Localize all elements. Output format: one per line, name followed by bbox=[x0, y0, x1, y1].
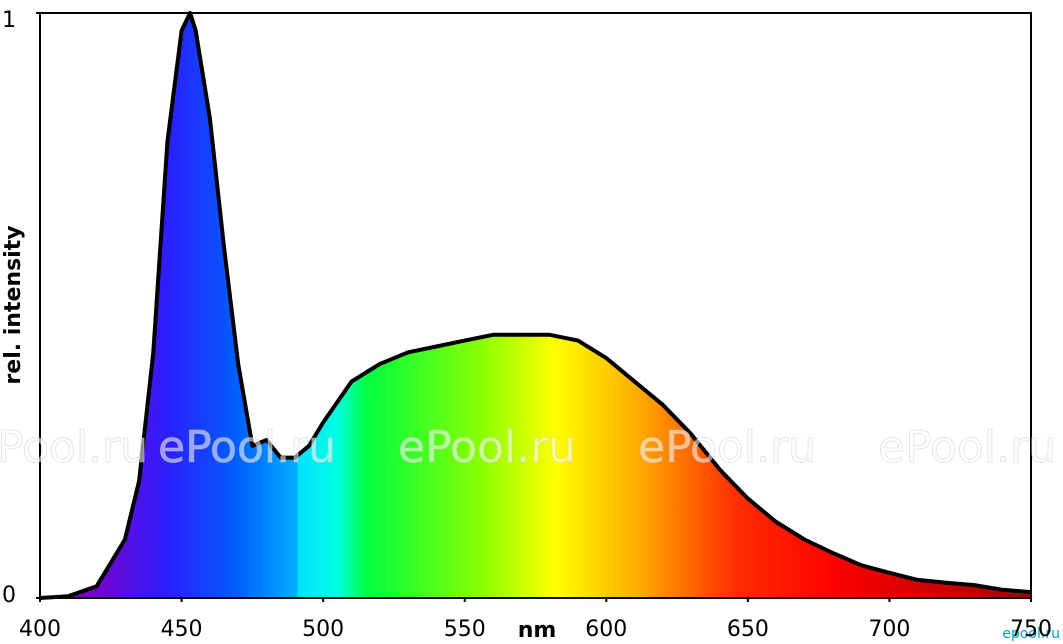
watermark: ePool.ru bbox=[878, 422, 1056, 473]
plot-frame bbox=[39, 12, 1032, 599]
x-tick-label: 750 bbox=[1010, 617, 1052, 642]
x-tick-label: 600 bbox=[585, 617, 627, 642]
spectrum-line bbox=[39, 11, 1032, 600]
x-tick-label: 400 bbox=[19, 617, 61, 642]
x-tick-label: 650 bbox=[727, 617, 769, 642]
plot-area bbox=[39, 11, 1032, 600]
watermark: ePool.ru bbox=[398, 422, 576, 473]
x-tick-label: 700 bbox=[868, 617, 910, 642]
x-tick-label: 500 bbox=[302, 617, 344, 642]
y-tick-label: 1 bbox=[2, 8, 16, 33]
watermark: ePool.ru bbox=[0, 422, 148, 473]
y-axis-label: rel. intensity bbox=[1, 225, 26, 384]
x-axis-label: nm bbox=[518, 618, 557, 643]
watermark: ePool.ru bbox=[638, 422, 816, 473]
corner-mark: epool.ru bbox=[1002, 626, 1060, 642]
watermark: ePool.ru bbox=[158, 422, 336, 473]
x-tick-label: 450 bbox=[161, 617, 203, 642]
spectrum-area bbox=[40, 13, 1031, 598]
x-tick-label: 550 bbox=[444, 617, 486, 642]
y-tick-label: 0 bbox=[2, 583, 16, 608]
